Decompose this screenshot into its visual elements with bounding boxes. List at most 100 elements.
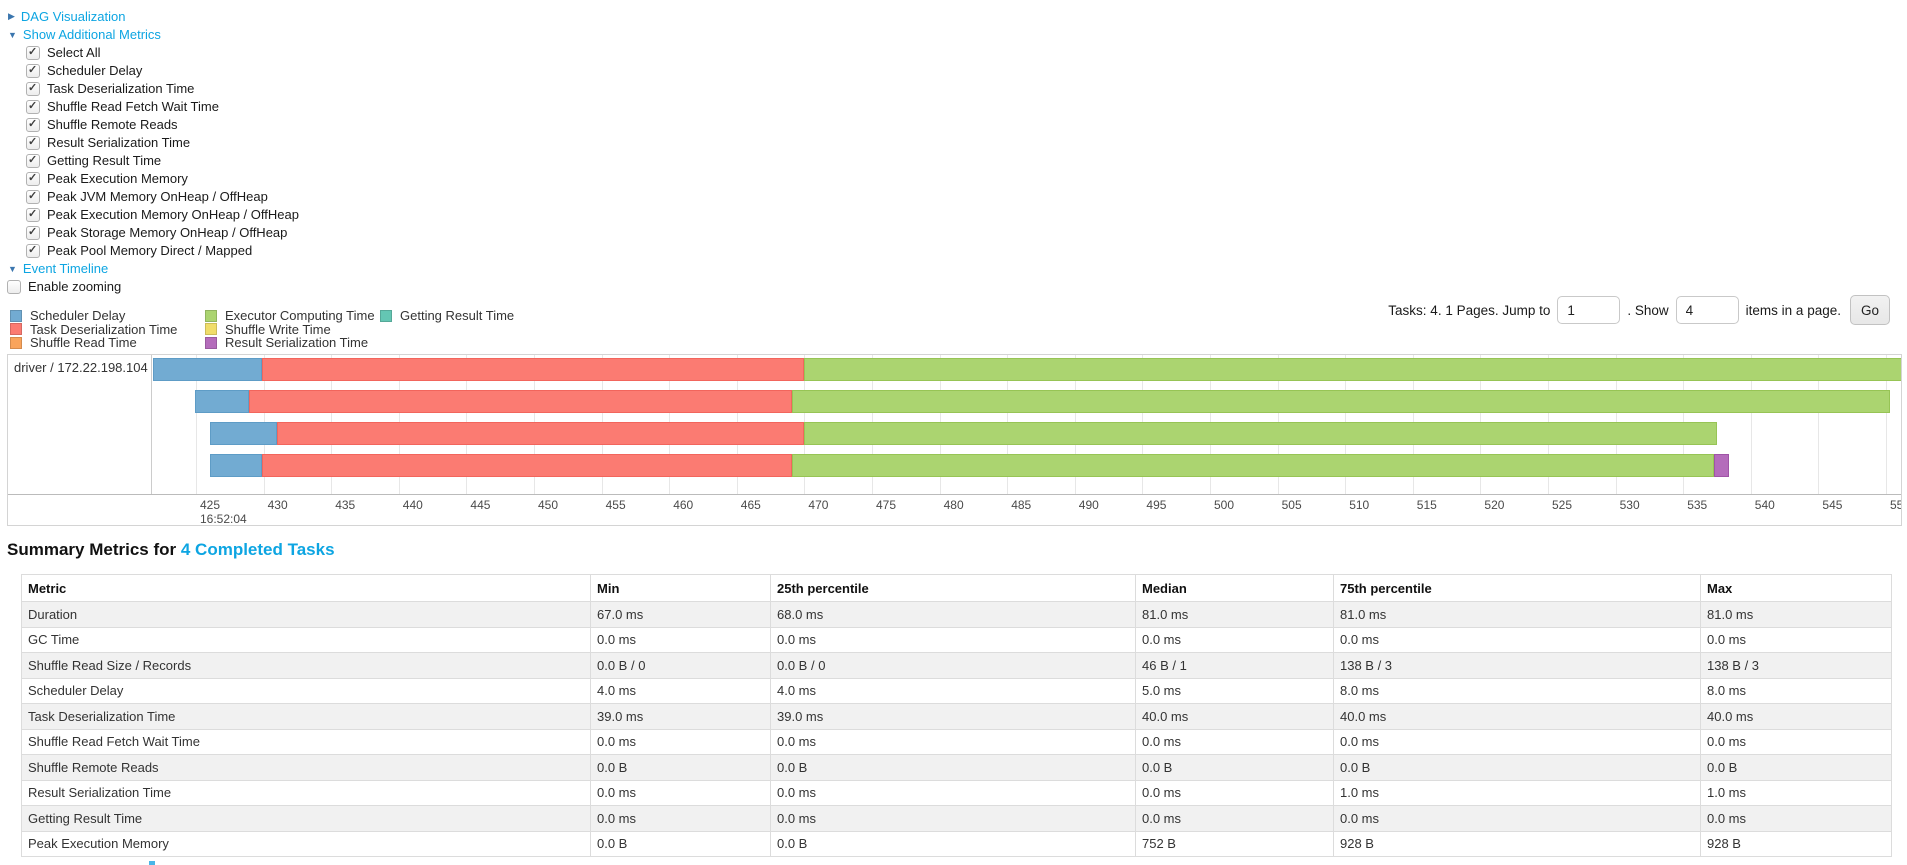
legend-swatch-scheduler-delay: [10, 309, 22, 322]
legend-swatch-result-serialization: [205, 336, 217, 349]
task-segment-scheduler-delay[interactable]: [152, 357, 263, 381]
metric-option-select-all: Select All: [26, 45, 100, 61]
metric-option-peak-execution-memory: Peak Execution Memory: [26, 171, 188, 187]
metric-option-shuffle-read-fetch-wait-time: Shuffle Read Fetch Wait Time: [26, 99, 219, 115]
metric-value-cell: 8.0 ms: [1700, 677, 1892, 704]
metric-name-cell: Task Deserialization Time: [21, 703, 591, 730]
task-segment-executor-computing[interactable]: [792, 389, 1890, 413]
metric-checkbox-peak-execution-memory-onheap-offheap[interactable]: [26, 207, 40, 222]
show-additional-metrics-toggle[interactable]: ▼ Show Additional Metrics: [8, 27, 161, 43]
jump-to-page-input[interactable]: [1557, 296, 1621, 324]
metric-checkbox-label[interactable]: Select All: [47, 45, 101, 60]
legend-swatch-shuffle-read: [10, 336, 22, 349]
legend-swatch-executor-computing: [205, 309, 217, 322]
dag-visualization-link[interactable]: DAG Visualization: [20, 8, 126, 24]
metric-checkbox-peak-jvm-memory-onheap-offheap[interactable]: [26, 189, 40, 204]
axis-tick-label: 490: [1078, 498, 1099, 512]
task-segment-result-serialization[interactable]: [1714, 454, 1730, 478]
metric-checkbox-label[interactable]: Scheduler Delay: [47, 63, 143, 78]
metric-value-cell: 0.0 ms: [590, 626, 771, 653]
metric-checkbox-shuffle-read-fetch-wait-time[interactable]: [26, 99, 40, 114]
metric-checkbox-label[interactable]: Task Deserialization Time: [47, 81, 195, 96]
metric-option-peak-execution-memory-onheap-offheap: Peak Execution Memory OnHeap / OffHeap: [26, 207, 299, 223]
timeline-task-bar[interactable]: [152, 357, 1901, 381]
metric-checkbox-label[interactable]: Result Serialization Time: [47, 135, 191, 150]
metric-checkbox-peak-pool-memory-direct-mapped[interactable]: [26, 243, 40, 258]
task-segment-task-deserialization[interactable]: [262, 454, 793, 478]
metric-checkbox-label[interactable]: Peak Execution Memory OnHeap / OffHeap: [47, 207, 299, 222]
metric-checkbox-shuffle-remote-reads[interactable]: [26, 117, 40, 132]
metric-option-shuffle-remote-reads: Shuffle Remote Reads: [26, 117, 178, 133]
axis-tick-label: 495: [1146, 498, 1167, 512]
metric-checkbox-label[interactable]: Peak Storage Memory OnHeap / OffHeap: [47, 225, 288, 240]
completed-tasks-link[interactable]: 4 Completed Tasks: [180, 540, 335, 559]
enable-zooming-checkbox[interactable]: [7, 279, 21, 294]
metric-value-cell: 81.0 ms: [1333, 601, 1701, 628]
timeline-axis-line: [8, 494, 1901, 495]
metric-value-cell: 0.0 ms: [770, 779, 1136, 806]
legend-label: Task Deserialization Time: [30, 321, 178, 337]
axis-tick-label: 455: [605, 498, 626, 512]
table-row-gc-time: GC Time 0.0 ms 0.0 ms 0.0 ms 0.0 ms 0.0 ms: [21, 626, 1892, 653]
dag-visualization-toggle[interactable]: ▶ DAG Visualization: [8, 8, 125, 24]
task-segment-executor-computing[interactable]: [804, 422, 1717, 446]
axis-tick-label: 460: [673, 498, 694, 512]
metric-checkbox-peak-storage-memory-onheap-offheap[interactable]: [26, 225, 40, 240]
legend-item-task-deserialization: Task Deserialization Time: [10, 321, 178, 337]
axis-tick-label: 450: [538, 498, 559, 512]
metric-checkbox-result-serialization-time[interactable]: [26, 135, 40, 150]
metric-value-cell: 40.0 ms: [1333, 703, 1701, 730]
metric-checkbox-label[interactable]: Peak Execution Memory: [47, 171, 188, 186]
metric-checkbox-task-deserialization-time[interactable]: [26, 81, 40, 96]
metric-name-cell: Shuffle Read Fetch Wait Time: [21, 728, 591, 755]
summary-heading-text: Summary Metrics for: [7, 540, 177, 559]
metric-checkbox-select-all[interactable]: [26, 45, 40, 60]
task-segment-executor-computing[interactable]: [804, 357, 1901, 381]
metric-value-cell: 0.0 B: [590, 754, 771, 781]
metric-checkbox-label[interactable]: Peak JVM Memory OnHeap / OffHeap: [47, 189, 268, 204]
axis-tick-label: 525: [1552, 498, 1573, 512]
metric-value-cell: 0.0 ms: [1135, 805, 1334, 832]
legend-label: Shuffle Read Time: [30, 335, 137, 350]
timeline-task-bar[interactable]: [194, 389, 1890, 413]
axis-tick-label: 475: [876, 498, 897, 512]
axis-tick-label: 485: [1011, 498, 1032, 512]
metric-checkbox-label[interactable]: Peak Pool Memory Direct / Mapped: [47, 243, 253, 258]
task-segment-task-deserialization[interactable]: [277, 422, 805, 446]
timeline-task-bar[interactable]: [209, 422, 1718, 446]
metric-checkbox-scheduler-delay[interactable]: [26, 63, 40, 78]
table-header-median: Median: [1135, 574, 1334, 602]
page-size-input[interactable]: [1675, 296, 1739, 324]
timeline-task-bar[interactable]: [209, 454, 1730, 478]
legend-swatch-task-deserialization: [10, 323, 22, 335]
metric-checkbox-label[interactable]: Shuffle Remote Reads: [47, 117, 178, 132]
go-button[interactable]: Go: [1849, 295, 1890, 325]
metric-checkbox-peak-execution-memory[interactable]: [26, 171, 40, 186]
metric-checkbox-label[interactable]: Getting Result Time: [47, 153, 162, 168]
metric-value-cell: 81.0 ms: [1135, 601, 1334, 628]
metric-value-cell: 0.0 B: [1135, 754, 1334, 781]
legend-label: Shuffle Write Time: [225, 321, 331, 337]
event-timeline-toggle[interactable]: ▼ Event Timeline: [8, 261, 108, 277]
metric-checkbox-label[interactable]: Shuffle Read Fetch Wait Time: [47, 99, 219, 114]
task-segment-task-deserialization[interactable]: [262, 357, 805, 381]
chevron-down-icon: ▼: [8, 29, 17, 40]
axis-tick-label: 540: [1754, 498, 1775, 512]
legend-item-scheduler-delay: Scheduler Delay: [10, 308, 125, 323]
event-timeline-link[interactable]: Event Timeline: [22, 261, 109, 276]
metric-checkbox-getting-result-time[interactable]: [26, 153, 40, 168]
metric-option-peak-pool-memory-direct-mapped: Peak Pool Memory Direct / Mapped: [26, 243, 252, 259]
task-segment-task-deserialization[interactable]: [248, 389, 793, 413]
enable-zooming-label[interactable]: Enable zooming: [28, 279, 122, 294]
metric-value-cell: 46 B / 1: [1135, 652, 1334, 679]
task-segment-scheduler-delay[interactable]: [194, 389, 249, 413]
event-timeline-chart: driver / 172.22.198.104 425 430 435 440 445 4…: [7, 354, 1902, 526]
metric-name-cell: Scheduler Delay: [21, 677, 591, 704]
table-row-scheduler-delay: Scheduler Delay 4.0 ms 4.0 ms 5.0 ms 8.0 ms 8…: [21, 677, 1892, 704]
metric-value-cell: 0.0 ms: [770, 805, 1136, 832]
task-segment-executor-computing[interactable]: [792, 454, 1715, 478]
show-additional-metrics-link[interactable]: Show Additional Metrics: [22, 27, 161, 42]
task-segment-scheduler-delay[interactable]: [209, 454, 263, 478]
metric-value-cell: 0.0 ms: [1333, 805, 1701, 832]
task-segment-scheduler-delay[interactable]: [209, 422, 278, 446]
